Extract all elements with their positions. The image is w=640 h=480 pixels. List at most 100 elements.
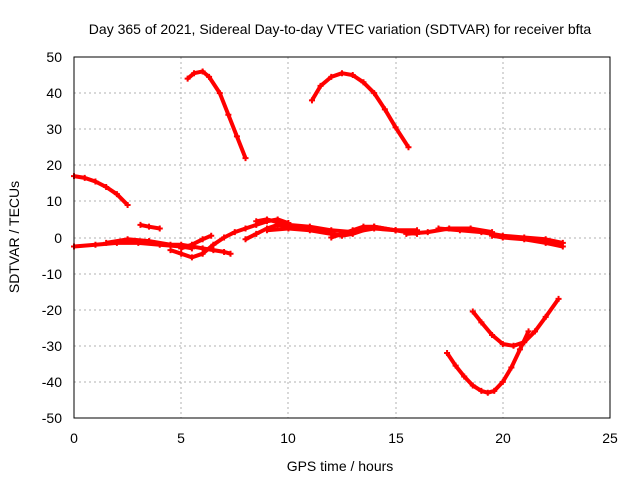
data-point (461, 373, 468, 380)
series-line-arc-02 (186, 69, 248, 159)
y-tick-label: -30 (42, 338, 62, 354)
x-tick-label: 20 (495, 430, 511, 446)
series-line-arc-03 (310, 71, 411, 149)
series-line-arc-17 (471, 297, 561, 348)
data-point (191, 70, 198, 77)
data-point (208, 232, 215, 239)
data-point (499, 378, 506, 385)
data-point (263, 216, 270, 223)
data-point (510, 342, 517, 349)
data-point (285, 225, 292, 232)
data-point (360, 79, 367, 86)
data-point (424, 229, 431, 236)
data-point (253, 230, 260, 237)
data-point (478, 319, 485, 326)
series-layer (71, 68, 566, 396)
data-point (124, 236, 131, 243)
data-point (221, 234, 228, 241)
data-point (178, 245, 185, 252)
x-tick-label: 5 (177, 430, 185, 446)
y-tick-label: 50 (46, 49, 62, 65)
y-tick-label: 0 (54, 230, 62, 246)
data-point (491, 387, 498, 394)
data-point (146, 223, 153, 230)
data-point (392, 227, 399, 234)
data-point (339, 70, 345, 77)
data-point (478, 229, 485, 236)
data-point (199, 68, 206, 75)
data-point (349, 227, 356, 234)
data-point (405, 144, 412, 151)
data-point (216, 90, 223, 97)
data-point (178, 250, 185, 257)
data-point (81, 174, 88, 181)
data-point (508, 364, 515, 371)
data-point (349, 72, 356, 79)
data-point (328, 73, 335, 80)
data-point (199, 250, 206, 257)
data-point (478, 387, 485, 394)
data-point (555, 295, 562, 302)
data-point (306, 227, 313, 234)
data-point (484, 389, 491, 396)
data-point (499, 234, 506, 241)
data-point (499, 340, 506, 347)
data-point (206, 73, 213, 80)
y-tick-label: -40 (42, 374, 62, 390)
data-point (167, 247, 174, 254)
data-point (103, 239, 110, 246)
data-point (225, 111, 232, 118)
data-point (124, 202, 131, 209)
y-tick-label: 20 (46, 157, 62, 173)
series-line-arc-08 (180, 233, 212, 251)
series-line-arc-12 (330, 224, 418, 240)
chart-title: Day 365 of 2021, Sidereal Day-to-day VTE… (89, 21, 592, 37)
y-tick-label: 10 (46, 193, 62, 209)
data-point (452, 362, 459, 369)
data-point (210, 241, 217, 248)
data-point (521, 339, 528, 346)
y-tick-label: -50 (42, 410, 62, 426)
data-point (403, 230, 410, 237)
data-point (489, 232, 496, 239)
data-point (188, 241, 195, 248)
data-point (435, 225, 442, 232)
data-point (516, 346, 523, 353)
data-point (531, 328, 538, 335)
data-point (221, 248, 228, 255)
data-point (103, 183, 110, 190)
y-tick-label: 30 (46, 121, 62, 137)
data-point (371, 90, 378, 97)
data-point (199, 236, 206, 243)
data-point (146, 238, 153, 245)
plot-frame (73, 56, 611, 419)
data-point (469, 308, 476, 315)
y-tick-label: 40 (46, 85, 62, 101)
data-point (242, 225, 249, 232)
data-point (392, 124, 399, 131)
x-tick-label: 0 (70, 430, 78, 446)
data-point (137, 221, 144, 228)
data-point (559, 243, 566, 250)
data-point (210, 247, 217, 254)
x-axis-label: GPS time / hours (287, 458, 394, 474)
x-tick-label: 10 (280, 430, 296, 446)
data-point (469, 382, 476, 389)
data-point (371, 223, 378, 230)
data-point (227, 250, 234, 257)
data-point (525, 328, 532, 335)
data-point (542, 239, 549, 246)
data-point (231, 229, 238, 236)
data-point (253, 218, 260, 225)
data-point (263, 227, 270, 234)
data-point (456, 227, 463, 234)
y-ticks: 50 40 30 20 10 0 -10 -20 -30 -40 -50 (42, 49, 62, 426)
data-point (233, 133, 240, 140)
data-point (199, 245, 206, 252)
x-tick-label: 25 (602, 430, 618, 446)
y-tick-label: -10 (42, 266, 62, 282)
data-point (242, 155, 249, 162)
y-tick-label: -20 (42, 302, 62, 318)
series-line-arc-16 (445, 330, 531, 395)
